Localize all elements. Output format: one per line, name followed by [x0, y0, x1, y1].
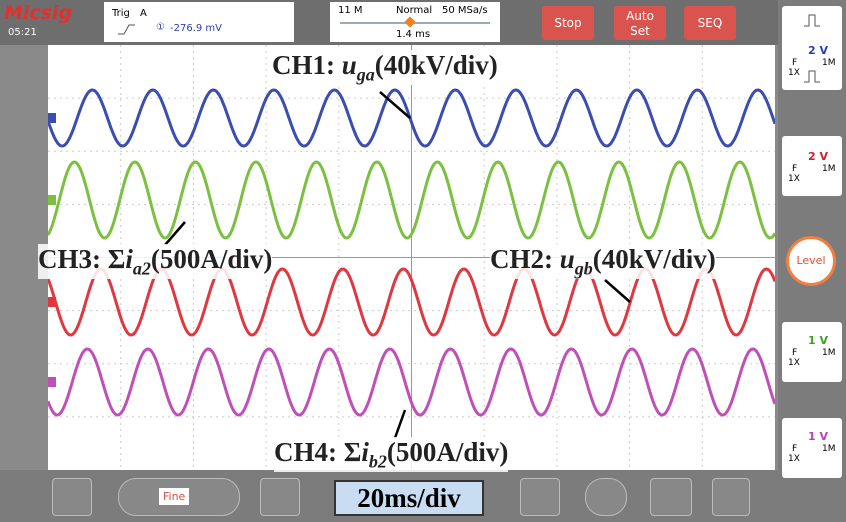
- clock: 05:21: [8, 27, 37, 38]
- coupling: F: [792, 348, 798, 358]
- annotation-pointer: [164, 221, 186, 246]
- annotation-suffix: (40kV/div): [592, 244, 716, 274]
- trig-source: A: [140, 8, 147, 19]
- pulse-icon: [804, 70, 820, 83]
- waveform: [48, 160, 775, 240]
- timeline: [340, 22, 490, 24]
- annotation: CH4: Σib2(500A/div): [274, 437, 509, 473]
- probe: 1X: [788, 174, 800, 184]
- fine-label: Fine: [159, 488, 190, 505]
- delay: 1.4 ms: [396, 29, 431, 40]
- annotation-sub: b2: [368, 451, 387, 472]
- bottom-bar: Fine 20ms/div: [0, 470, 778, 522]
- annotation-var: i: [125, 244, 133, 274]
- channel-scale: 1 V: [808, 430, 828, 443]
- annotation-prefix: CH3: Σ: [38, 244, 126, 274]
- annotation-prefix: CH2:: [490, 244, 560, 274]
- channel-box[interactable]: [782, 136, 842, 196]
- memory: 11 M: [338, 5, 363, 16]
- channel-scale: 1 V: [808, 334, 828, 347]
- channel-marker: [48, 297, 56, 307]
- probe: 1X: [788, 454, 800, 464]
- save-button[interactable]: [260, 478, 300, 516]
- annotation-suffix: (500A/div): [150, 244, 273, 274]
- channel-marker: [48, 113, 56, 123]
- channel-scale: 2 V: [808, 150, 828, 163]
- waveform: [48, 88, 775, 148]
- probe: 1X: [788, 68, 800, 78]
- fine-control[interactable]: Fine: [118, 478, 240, 516]
- trig-channel: ①: [156, 22, 165, 33]
- annotation-suffix: (500A/div): [386, 437, 509, 467]
- channel-marker: [48, 195, 56, 205]
- seq-button[interactable]: SEQ: [684, 6, 736, 40]
- stop-button[interactable]: Stop: [542, 6, 594, 40]
- channel-marker: [48, 377, 56, 387]
- channel-box[interactable]: [782, 418, 842, 478]
- sample-rate: 50 MSa/s: [442, 5, 488, 16]
- channel-box[interactable]: [782, 322, 842, 382]
- annotation: CH3: Σia2(500A/div): [38, 244, 273, 280]
- channel-scale: 2 V: [808, 44, 828, 57]
- annotation-pointer: [604, 279, 631, 303]
- timeline-marker: [404, 16, 416, 28]
- acquisition-panel[interactable]: 11 M Normal 50 MSa/s 1.4 ms: [330, 2, 500, 42]
- timebase[interactable]: 20ms/div: [334, 480, 484, 516]
- annotation-sub: a2: [132, 258, 151, 279]
- annotation-var: u: [341, 50, 357, 80]
- measure-button[interactable]: [712, 478, 750, 516]
- impedance: 1M: [822, 348, 836, 358]
- pulse-icon: [804, 14, 820, 27]
- channel-box[interactable]: [782, 6, 842, 90]
- auto-label: Auto: [626, 9, 654, 23]
- trig-edge-icon: [118, 24, 135, 35]
- annotation: CH2: ugb(40kV/div): [490, 244, 716, 280]
- top-bar: Micsig 05:21 Trig A ① -276.9 mV 11 M Nor…: [0, 0, 846, 45]
- annotation-prefix: CH1:: [272, 50, 342, 80]
- trig-label: Trig: [112, 8, 130, 19]
- annotation-pointer: [379, 91, 411, 119]
- annotation-var: u: [559, 244, 575, 274]
- coupling: F: [792, 58, 798, 68]
- probe: 1X: [788, 358, 800, 368]
- math-button[interactable]: [520, 478, 560, 516]
- annotation-pointer: [393, 409, 407, 439]
- mode: Normal: [396, 5, 433, 16]
- annotation-var: i: [361, 437, 369, 467]
- coupling: F: [792, 164, 798, 174]
- channel-button[interactable]: [585, 478, 627, 516]
- annotation-sub: ga: [356, 64, 375, 85]
- level-button[interactable]: Level: [786, 236, 836, 286]
- waveform: [48, 347, 775, 417]
- annotation-suffix: (40kV/div): [374, 50, 498, 80]
- annotation-prefix: CH4: Σ: [274, 437, 362, 467]
- impedance: 1M: [822, 164, 836, 174]
- cursor-button[interactable]: [650, 478, 692, 516]
- right-panel: Level 2 V F 1M 1X 2 V F 1M 1X 1 V F 1M 1X 1 V F 1M 1X: [778, 0, 846, 522]
- impedance: 1M: [822, 444, 836, 454]
- trigger-panel[interactable]: Trig A ① -276.9 mV: [104, 2, 294, 42]
- annotation: CH1: uga(40kV/div): [272, 50, 498, 86]
- brand: Micsig: [4, 2, 73, 24]
- trig-level: -276.9 mV: [170, 23, 222, 34]
- coupling: F: [792, 444, 798, 454]
- home-button[interactable]: [52, 478, 92, 516]
- auto-set-button[interactable]: Auto Set: [614, 6, 666, 40]
- impedance: 1M: [822, 58, 836, 68]
- annotation-sub: gb: [574, 258, 593, 279]
- set-label: Set: [630, 24, 650, 38]
